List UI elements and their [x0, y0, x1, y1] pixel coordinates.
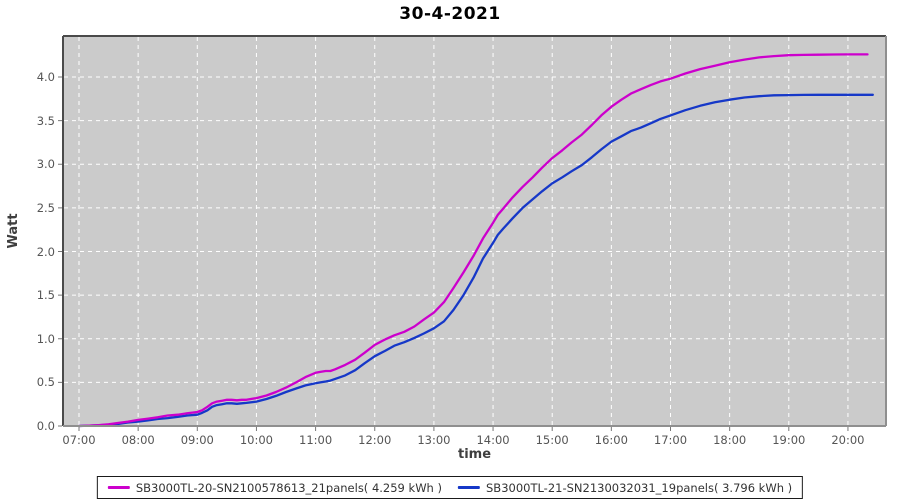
x-tick-label: 14:00 — [476, 433, 510, 447]
legend-box: SB3000TL-20-SN2100578613_21panels( 4.259… — [96, 476, 804, 499]
legend-label: SB3000TL-20-SN2100578613_21panels( 4.259… — [135, 480, 442, 495]
legend-label: SB3000TL-21-SN2130032031_19panels( 3.796… — [486, 480, 793, 495]
x-tick-label: 07:00 — [62, 433, 96, 447]
legend-item: SB3000TL-21-SN2130032031_19panels( 3.796… — [458, 481, 792, 495]
y-tick-label: 4.0 — [36, 70, 55, 84]
legend-line-swatch — [107, 486, 130, 489]
x-tick-label: 20:00 — [831, 433, 865, 447]
y-tick-label: 2.5 — [36, 200, 55, 215]
y-tick-label: 1.5 — [36, 288, 55, 303]
series-line-2 — [77, 93, 874, 428]
y-axis-label: Watt — [6, 213, 21, 249]
x-tick-label: 09:00 — [180, 433, 214, 447]
chart-title: 30-4-2021 — [399, 4, 501, 24]
y-tick-label: 3.0 — [36, 157, 55, 172]
y-tick-label: 3.5 — [36, 113, 55, 128]
x-tick-label: 13:00 — [417, 433, 451, 447]
x-tick-label: 18:00 — [713, 433, 747, 447]
x-tick-label: 16:00 — [594, 433, 628, 447]
x-tick-label: 15:00 — [535, 433, 569, 447]
x-tick-label: 11:00 — [299, 433, 333, 447]
x-tick-label: 08:00 — [121, 433, 155, 447]
legend-item: SB3000TL-20-SN2100578613_21panels( 4.259… — [107, 480, 442, 495]
x-tick-label: 10:00 — [239, 433, 274, 447]
y-tick-label: 2.0 — [36, 244, 55, 259]
x-tick-label: 17:00 — [653, 433, 688, 447]
x-tick-label: 12:00 — [358, 433, 392, 447]
plot-area — [63, 36, 886, 426]
x-tick-label: 19:00 — [772, 433, 806, 447]
y-tick-label: 0.0 — [36, 419, 55, 433]
series-line-1 — [77, 53, 869, 428]
x-axis-label: time — [457, 447, 492, 462]
y-tick-label: 0.5 — [36, 375, 55, 390]
legend-line-swatch — [458, 486, 480, 489]
y-tick-label: 1.0 — [36, 331, 55, 346]
